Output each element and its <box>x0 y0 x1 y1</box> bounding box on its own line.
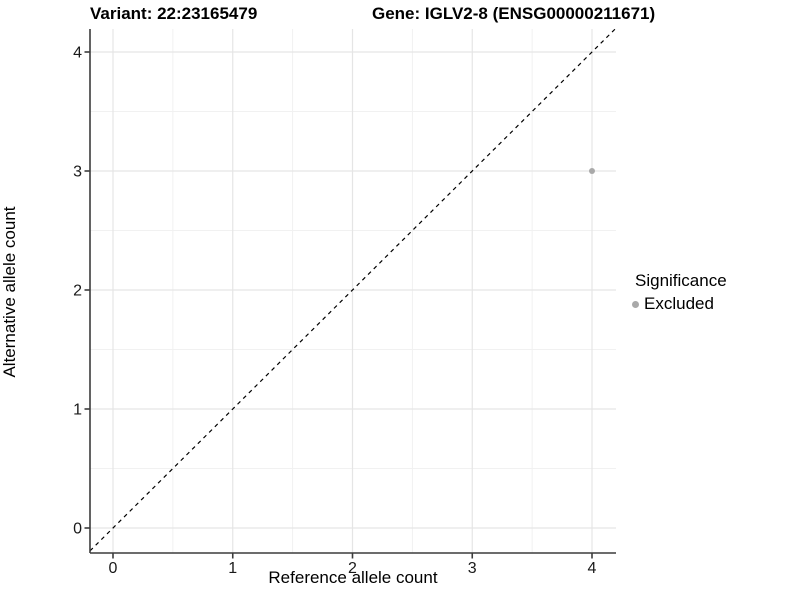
legend-item-label: Excluded <box>644 294 714 313</box>
legend: Significance Excluded <box>630 271 727 314</box>
y-tick-label: 4 <box>73 45 82 62</box>
x-tick-label: 0 <box>109 560 118 577</box>
x-tick-label: 4 <box>588 560 597 577</box>
chart-title-variant: Variant: 22:23165479 <box>90 4 258 23</box>
y-tick-label: 0 <box>73 521 82 538</box>
y-tick-label: 2 <box>73 283 82 300</box>
legend-item-excluded: Excluded <box>630 294 727 314</box>
legend-title: Significance <box>635 271 727 290</box>
y-tick-label: 1 <box>73 402 82 419</box>
chart-title-gene: Gene: IGLV2-8 (ENSG00000211671) <box>372 4 656 23</box>
data-point <box>589 168 595 174</box>
x-tick-label: 1 <box>228 560 237 577</box>
y-tick-label: 3 <box>73 164 82 181</box>
y-axis-label: Alternative allele count <box>0 206 19 378</box>
x-tick-label: 2 <box>348 560 357 577</box>
x-tick-label: 3 <box>468 560 477 577</box>
legend-key-dot <box>632 300 639 308</box>
identity-line <box>89 27 617 552</box>
x-axis-label: Reference allele count <box>268 568 438 587</box>
